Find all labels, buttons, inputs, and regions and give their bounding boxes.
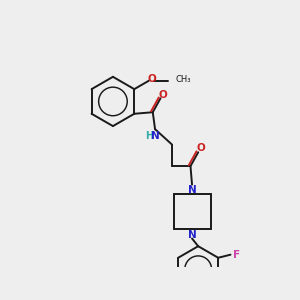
Text: N: N — [188, 230, 197, 240]
Text: CH₃: CH₃ — [175, 75, 190, 84]
Text: O: O — [148, 74, 156, 84]
Text: N: N — [152, 131, 160, 141]
Text: N: N — [188, 185, 197, 195]
Text: O: O — [158, 89, 167, 100]
Text: H: H — [145, 131, 153, 141]
Text: F: F — [233, 250, 240, 260]
Text: O: O — [196, 143, 205, 153]
